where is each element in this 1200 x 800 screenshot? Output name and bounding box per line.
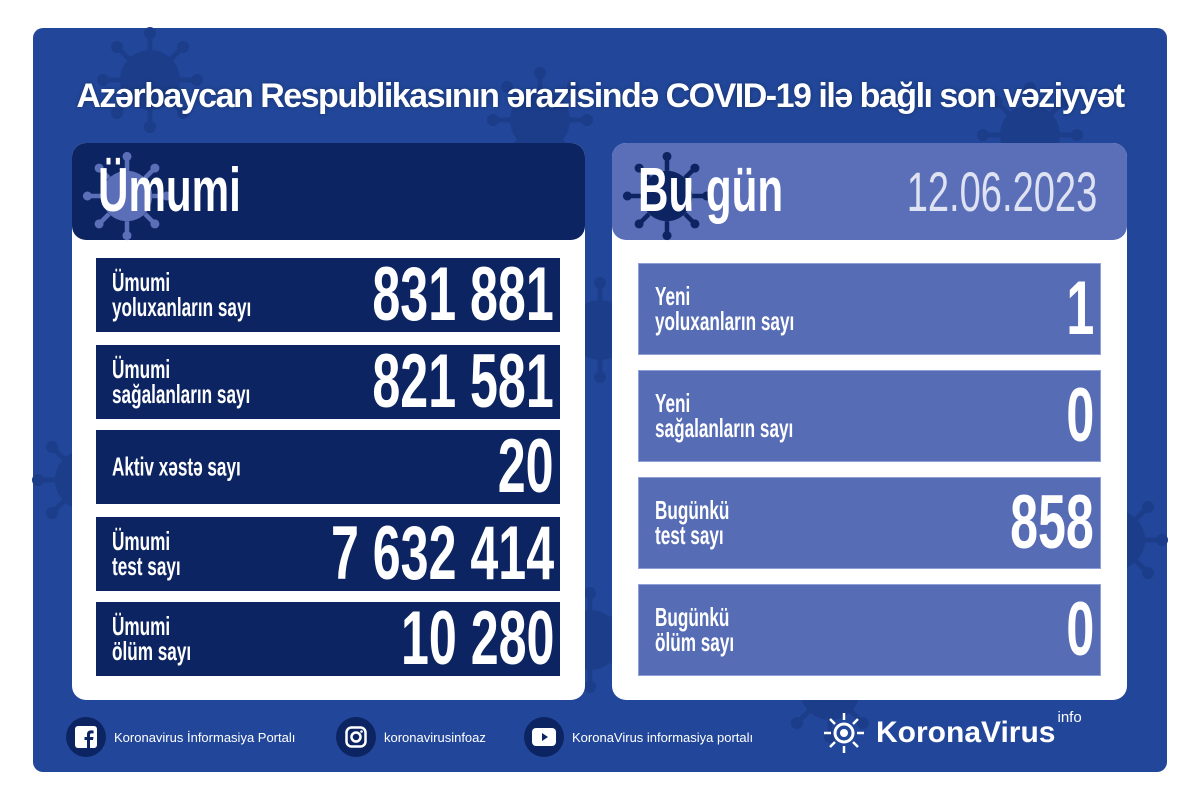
instagram-icon xyxy=(336,717,376,757)
today-panel: Bu gün 12.06.2023 Yeni yoluxanların sayı … xyxy=(612,143,1127,700)
youtube-icon xyxy=(524,717,564,757)
today-panel-header: Bu gün 12.06.2023 xyxy=(612,143,1127,241)
facebook-link[interactable]: Koronavirus İnformasiya Portalı xyxy=(66,717,295,757)
stat-value: 831 881 xyxy=(372,252,554,337)
report-date: 12.06.2023 xyxy=(906,160,1097,223)
today-tests-row: Bugünkü test sayı 858 xyxy=(638,477,1101,569)
virus-icon xyxy=(622,151,712,241)
new-recovered-row: Yeni sağalanların sayı 0 xyxy=(638,370,1101,462)
stat-value: 0 xyxy=(1066,373,1094,458)
stat-value: 20 xyxy=(498,424,554,509)
stat-value: 0 xyxy=(1066,587,1094,672)
youtube-link[interactable]: KoronaVirus informasiya portalı xyxy=(524,717,753,757)
total-heading: Ümumi xyxy=(98,156,241,225)
koronavirus-logo: KoronaVirus info xyxy=(822,709,1082,755)
today-deaths-row: Bugünkü ölüm sayı 0 xyxy=(638,584,1101,676)
today-heading: Bu gün xyxy=(638,156,784,225)
total-deaths-row: Ümumi ölüm sayı 10 280 xyxy=(96,596,560,681)
stat-value: 858 xyxy=(1010,480,1094,565)
virus-icon xyxy=(82,151,172,241)
stat-value: 7 632 414 xyxy=(330,511,554,596)
total-recovered-row: Ümumi sağalanların sayı 821 581 xyxy=(96,339,560,424)
sun-virus-logo-icon xyxy=(824,713,864,753)
total-panel: Ümumi Ümumi yoluxanların sayı 831 881 Ümu… xyxy=(72,143,585,700)
instagram-link[interactable]: koronavirusinfoaz xyxy=(336,717,486,757)
footer: Koronavirus İnformasiya Portalı koronavi… xyxy=(66,709,1140,757)
total-panel-header: Ümumi xyxy=(72,143,585,241)
stat-value: 1 xyxy=(1066,266,1094,351)
page-title: Azərbaycan Respublikasının ərazisində CO… xyxy=(76,77,1125,115)
active-cases-row: Aktiv xəstə sayı 20 xyxy=(96,424,560,509)
new-infected-row: Yeni yoluxanların sayı 1 xyxy=(638,263,1101,355)
total-infected-row: Ümumi yoluxanların sayı 831 881 xyxy=(96,252,560,337)
stat-value: 10 280 xyxy=(400,596,554,681)
facebook-icon xyxy=(66,717,106,757)
total-tests-row: Ümumi test sayı 7 632 414 xyxy=(96,511,560,596)
stat-value: 821 581 xyxy=(372,339,554,424)
